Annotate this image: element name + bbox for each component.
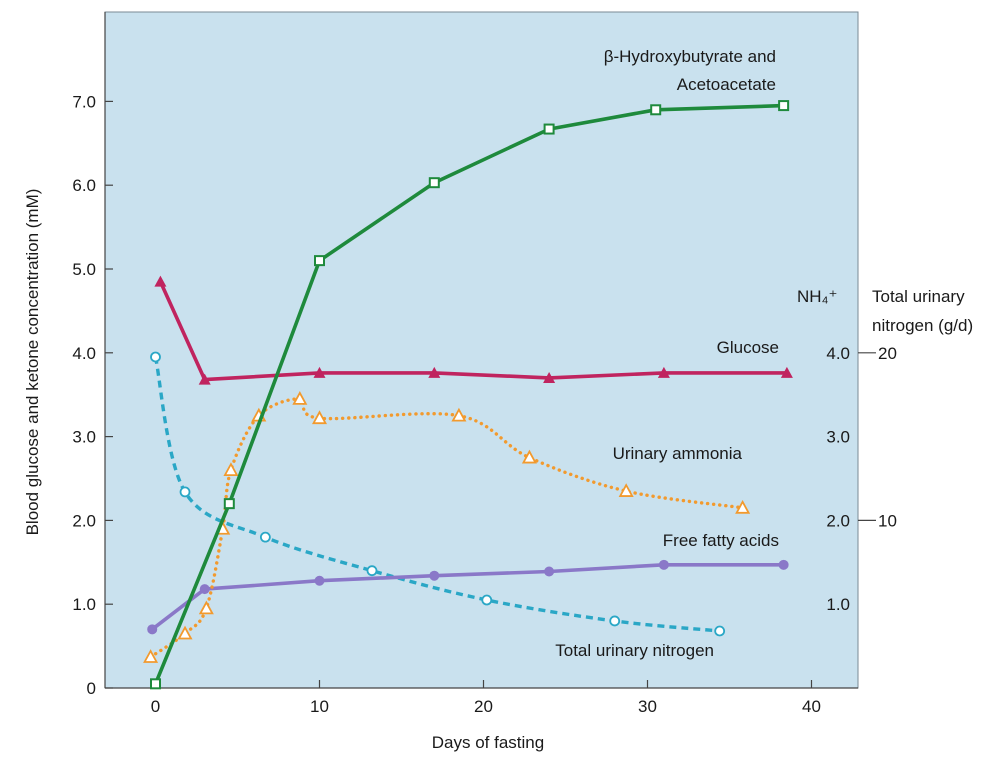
right-nitrogen-tick-label: 10 xyxy=(878,511,897,530)
data-point-ammonia xyxy=(292,391,308,405)
series-label-ketones-line1: β-Hydroxybutyrate and xyxy=(604,47,776,66)
data-point-ffa xyxy=(778,559,789,570)
series-label-ketones-line2: Acetoacetate xyxy=(677,75,776,94)
right-axis-nitrogen-label-line1: Total urinary xyxy=(872,287,965,306)
y-tick-label: 6.0 xyxy=(72,176,96,195)
x-tick-label: 40 xyxy=(802,697,821,716)
right-axis-ticks: 1.0 2.0 3.0 4.0 10 20 xyxy=(826,344,897,614)
right-ammonia-tick-label: 3.0 xyxy=(826,428,850,447)
y-axis-ticks: 0 1.0 2.0 3.0 4.0 5.0 6.0 7.0 xyxy=(72,92,113,698)
data-point-ammonia xyxy=(311,410,328,425)
data-point-nitrogen xyxy=(150,351,161,363)
series-label-urinary-ammonia: Urinary ammonia xyxy=(613,444,743,463)
x-tick-label: 30 xyxy=(638,697,657,716)
right-axis-ammonia-label: NH₄⁺ xyxy=(797,287,837,306)
x-tick-label: 0 xyxy=(151,697,160,716)
right-ammonia-tick-label: 4.0 xyxy=(826,344,850,363)
data-point-glucose xyxy=(154,275,167,287)
data-point-ketones xyxy=(223,498,235,510)
data-point-glucose xyxy=(428,366,441,378)
x-tick-label: 20 xyxy=(474,697,493,716)
y-tick-label: 4.0 xyxy=(72,344,96,363)
data-point-ffa xyxy=(429,570,440,581)
data-point-glucose xyxy=(780,366,793,378)
data-point-ammonia xyxy=(521,449,537,464)
data-point-ketones xyxy=(150,678,161,690)
series-label-total-urinary-nitrogen: Total urinary nitrogen xyxy=(555,641,714,660)
right-ammonia-tick-label: 1.0 xyxy=(826,595,850,614)
x-axis-label: Days of fasting xyxy=(432,733,544,752)
data-point-ammonia xyxy=(223,462,239,477)
right-ammonia-tick-label: 2.0 xyxy=(826,511,850,530)
series-layer xyxy=(143,100,793,690)
data-point-nitrogen xyxy=(481,594,493,606)
y-tick-label: 7.0 xyxy=(72,92,96,111)
y-tick-label: 1.0 xyxy=(72,595,96,614)
data-point-nitrogen xyxy=(366,565,378,577)
data-point-ammonia xyxy=(198,600,214,615)
data-point-ffa xyxy=(147,624,158,635)
data-point-ketones xyxy=(314,255,325,267)
data-point-ffa xyxy=(199,584,210,595)
series-label-glucose: Glucose xyxy=(717,338,779,357)
x-axis-ticks: 0 10 20 30 40 xyxy=(151,680,821,716)
series-label-free-fatty-acids: Free fatty acids xyxy=(663,531,779,550)
y-tick-label: 3.0 xyxy=(72,428,96,447)
y-axis-label: Blood glucose and ketone concentration (… xyxy=(23,189,42,536)
data-point-glucose xyxy=(657,366,670,378)
y-tick-label: 5.0 xyxy=(72,260,96,279)
x-tick-label: 10 xyxy=(310,697,329,716)
right-axis-nitrogen-label-line2: nitrogen (g/d) xyxy=(872,316,973,335)
data-point-ffa xyxy=(544,566,555,577)
data-point-ammonia xyxy=(177,625,193,640)
data-point-nitrogen xyxy=(714,625,726,637)
data-point-ketones xyxy=(543,123,555,135)
data-point-ammonia xyxy=(618,483,634,497)
right-nitrogen-tick-label: 20 xyxy=(878,344,897,363)
data-point-ketones xyxy=(650,104,662,116)
data-point-ffa xyxy=(314,575,325,586)
data-point-ammonia xyxy=(451,407,467,422)
data-point-ketones xyxy=(428,177,440,189)
data-point-glucose xyxy=(198,373,211,385)
data-point-ketones xyxy=(778,100,790,112)
data-point-ammonia xyxy=(735,499,751,514)
data-point-nitrogen xyxy=(179,486,191,498)
y-tick-label: 2.0 xyxy=(72,511,96,530)
data-point-ffa xyxy=(658,559,669,570)
data-point-nitrogen xyxy=(609,615,621,627)
data-point-nitrogen xyxy=(259,531,271,543)
data-point-glucose xyxy=(313,366,326,378)
data-point-ammonia xyxy=(143,649,159,663)
y-tick-label: 0 xyxy=(87,679,96,698)
data-point-glucose xyxy=(543,371,556,383)
